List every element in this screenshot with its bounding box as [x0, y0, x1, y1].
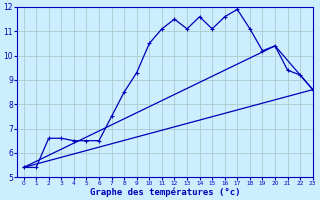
X-axis label: Graphe des températures (°c): Graphe des températures (°c) [90, 187, 240, 197]
